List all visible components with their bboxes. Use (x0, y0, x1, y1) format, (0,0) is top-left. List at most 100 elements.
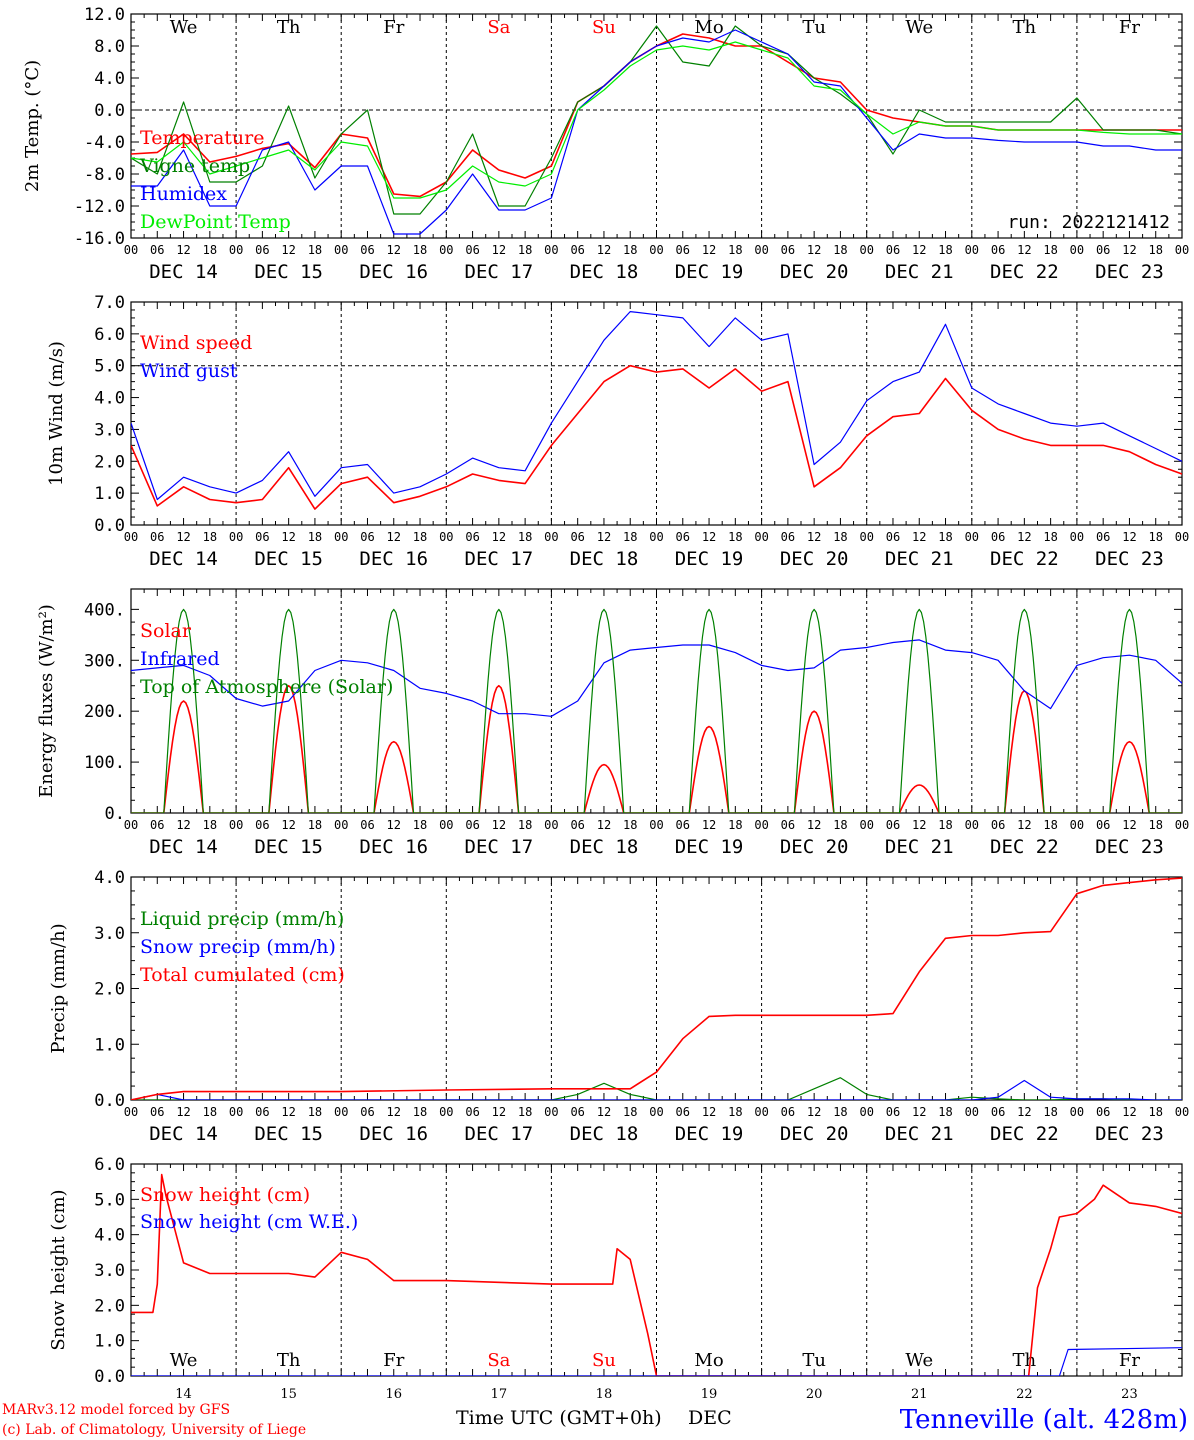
panel-energy: 400. 300. 200. 100. 0. Energy fluxes (W/m²) 00… (36, 588, 1189, 858)
hour-tick-label: 18 (308, 1105, 322, 1119)
hour-tick-label: 00 (439, 243, 453, 257)
date-label: DEC 17 (465, 548, 534, 570)
y-tick-label: 300. (84, 651, 125, 671)
hour-tick-label: 06 (570, 818, 584, 832)
hour-tick-label: 00 (859, 1105, 873, 1119)
y-tick-label: 7.0 (94, 293, 125, 313)
hour-tick-label: 06 (1096, 1105, 1110, 1119)
hour-tick-label: 12 (912, 243, 926, 257)
date-label: DEC 23 (1095, 1123, 1164, 1145)
day-name: Th (277, 17, 301, 38)
y-axis-label: 2m Temp. (°C) (22, 60, 43, 192)
hour-tick-label: 12 (1017, 818, 1031, 832)
date-label: DEC 15 (254, 548, 323, 570)
hour-tick-label: 18 (518, 243, 532, 257)
hour-tick-label: 00 (1070, 818, 1084, 832)
day-number: 19 (701, 1387, 718, 1402)
hour-tick-label: 18 (203, 818, 217, 832)
series-group (131, 608, 1182, 813)
hour-tick-label: 12 (492, 818, 506, 832)
date-label: DEC 16 (359, 1123, 428, 1145)
hour-tick-label: 12 (912, 530, 926, 544)
date-label: DEC 14 (149, 1123, 218, 1145)
series-group (131, 311, 1182, 510)
date-label: DEC 17 (465, 261, 534, 283)
y-tick-label: 4.0 (94, 868, 125, 888)
hour-tick-label: 06 (886, 1105, 900, 1119)
hour-tick-label: 06 (991, 818, 1005, 832)
hour-tick-label: 06 (360, 818, 374, 832)
hour-tick-label: 00 (1175, 818, 1189, 832)
hour-tick-label: 00 (754, 1105, 768, 1119)
hour-tick-label: 18 (518, 530, 532, 544)
hour-tick-label: 00 (334, 243, 348, 257)
y-tick-label: 5.0 (94, 1190, 125, 1210)
hour-tick-label: 18 (623, 530, 637, 544)
y-tick-label: 200. (84, 702, 125, 722)
hour-tick-label: 18 (413, 1105, 427, 1119)
hour-tick-label: 00 (649, 818, 663, 832)
hour-tick-label: 00 (649, 1105, 663, 1119)
date-label: DEC 16 (359, 836, 428, 858)
hour-tick-label: 00 (754, 530, 768, 544)
date-label: DEC 14 (149, 548, 218, 570)
panel-wind: 7.0 6.0 5.0 4.0 3.0 2.0 1.0 0.0 10m Wind (m/s) 00… (46, 293, 1189, 570)
hour-tick-label: 00 (334, 818, 348, 832)
hour-tick-label: 06 (570, 1105, 584, 1119)
hour-tick-label: 00 (1070, 1105, 1084, 1119)
y-tick-label: 0. (105, 804, 125, 824)
hour-tick-label: 12 (597, 1105, 611, 1119)
day-name: We (170, 17, 198, 38)
series-line (131, 684, 1182, 813)
hour-tick-label: 00 (439, 818, 453, 832)
day-name: Mo (694, 17, 723, 38)
hour-tick-label: 18 (1043, 530, 1057, 544)
y-tick-label: 4.0 (94, 1226, 125, 1246)
credit-line-2: (c) Lab. of Climatology, University of L… (2, 1422, 306, 1438)
hour-tick-label: 00 (965, 243, 979, 257)
series-line (131, 608, 1182, 813)
series-line (131, 1173, 1182, 1376)
date-label: DEC 21 (885, 261, 954, 283)
series-group (131, 25, 1182, 235)
date-label: DEC 22 (990, 261, 1059, 283)
hour-tick-label: 00 (965, 1105, 979, 1119)
hour-tick-label: 12 (176, 243, 190, 257)
hour-tick-label: 12 (597, 243, 611, 257)
hour-tick-label: 00 (965, 530, 979, 544)
date-label: DEC 15 (254, 836, 323, 858)
y-tick-label: 3.0 (94, 420, 125, 440)
date-label: DEC 22 (990, 548, 1059, 570)
hour-tick-label: 18 (1043, 243, 1057, 257)
hour-tick-label: 18 (203, 1105, 217, 1119)
y-tick-label: 400. (84, 600, 125, 620)
date-label: DEC 16 (359, 261, 428, 283)
hour-tick-label: 00 (229, 530, 243, 544)
hour-tick-label: 00 (229, 818, 243, 832)
hour-tick-label: 18 (623, 243, 637, 257)
hour-tick-label: 18 (518, 1105, 532, 1119)
x-axis-month: DEC (688, 1407, 732, 1429)
hour-tick-label: 06 (991, 1105, 1005, 1119)
legend-entry: Humidex (140, 183, 227, 205)
legend-entry: Wind gust (140, 360, 238, 382)
hour-tick-label: 18 (938, 243, 952, 257)
hour-tick-label: 18 (308, 530, 322, 544)
series-line (131, 639, 1182, 717)
y-tick-label: 4.0 (94, 389, 125, 409)
date-label: DEC 18 (570, 1123, 639, 1145)
date-label: DEC 15 (254, 1123, 323, 1145)
day-number: 21 (911, 1387, 928, 1402)
y-tick-label: -8.0 (84, 165, 125, 185)
series-group (131, 1173, 1182, 1376)
hour-tick-label: 12 (387, 818, 401, 832)
hour-tick-label: 06 (150, 243, 164, 257)
panel-snow: 6.0 5.0 4.0 3.0 2.0 1.0 0.0 Snow height (cm) We T… (48, 1155, 1183, 1402)
series-line (131, 877, 1182, 1100)
hour-tick-label: 12 (1122, 530, 1136, 544)
day-number: 22 (1016, 1387, 1033, 1402)
y-axis-label: 10m Wind (m/s) (46, 341, 67, 486)
y-tick-label: 0.0 (94, 1091, 125, 1111)
date-label: DEC 17 (465, 1123, 534, 1145)
hour-tick-label: 06 (781, 243, 795, 257)
